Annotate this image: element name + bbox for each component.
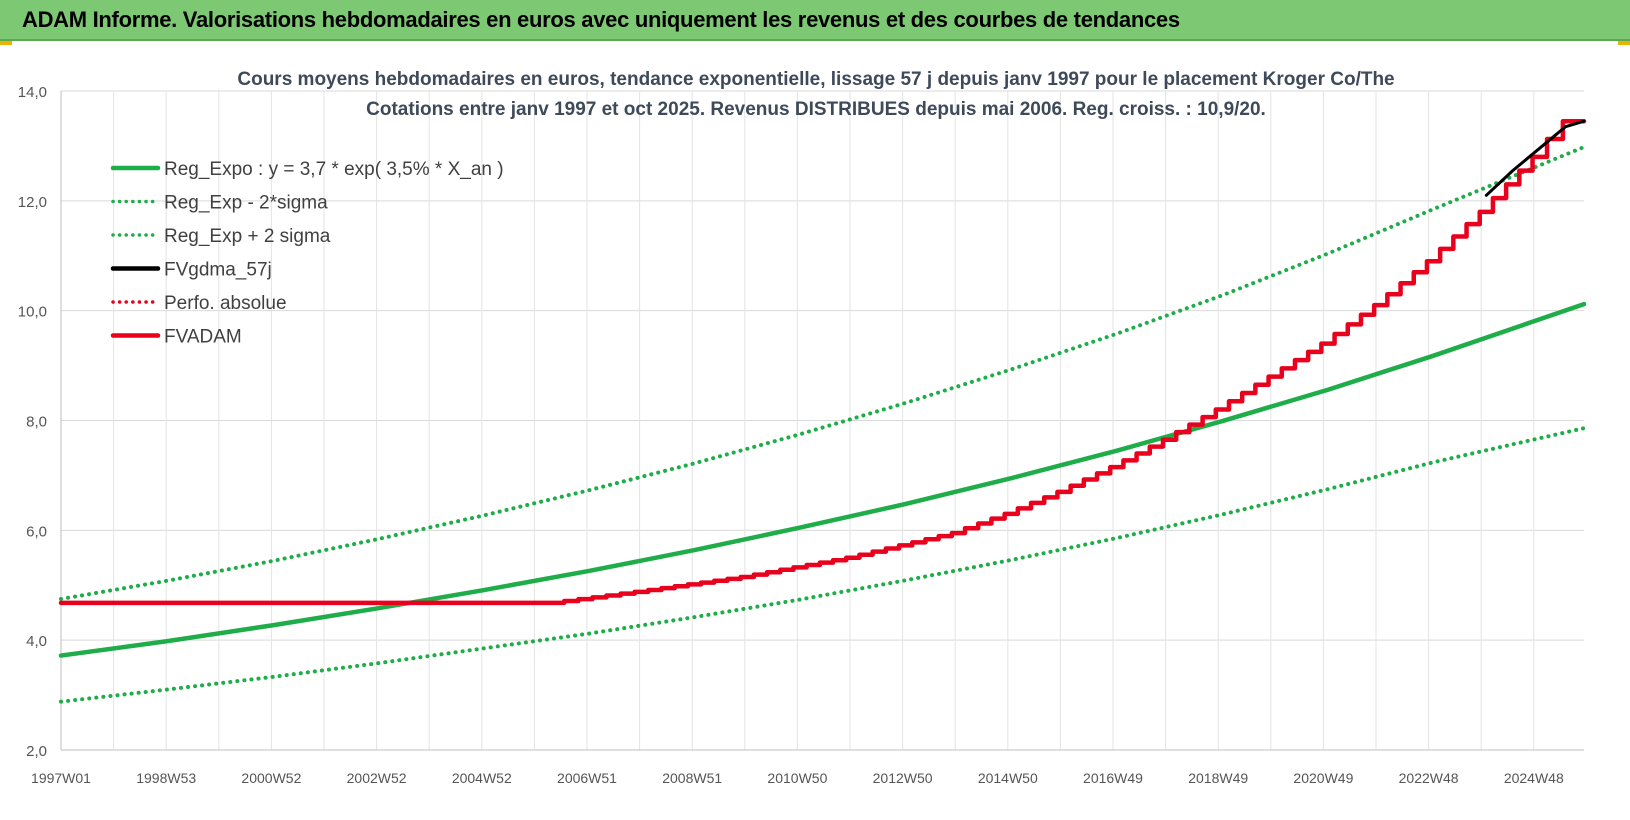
legend: Reg_Expo : y = 3,7 * exp( 3,5% * X_an ) R…	[110, 159, 504, 348]
x-tick-label: 2010W50	[767, 770, 827, 786]
legend-label: Reg_Expo : y = 3,7 * exp( 3,5% * X_an )	[164, 159, 504, 180]
x-tick-label: 1998W53	[136, 770, 196, 786]
x-tick-label: 2006W51	[557, 770, 617, 786]
chart-title: Cours moyens hebdomadaires en euros, ten…	[237, 69, 1394, 90]
y-tick-label: 12,0	[18, 194, 47, 211]
series-line	[58, 301, 1587, 658]
x-tick-label: 2016W49	[1083, 770, 1143, 786]
legend-label: FVgdma_57j	[164, 260, 272, 281]
grid-lines	[60, 90, 1584, 751]
x-tick-label: 2022W48	[1399, 770, 1459, 786]
x-tick-label: 2004W52	[452, 770, 512, 786]
x-tick-label: 2018W49	[1188, 770, 1248, 786]
corner-marker-left	[0, 41, 12, 45]
legend-label: FVADAM	[164, 327, 242, 348]
x-tick-label: 2014W50	[978, 770, 1038, 786]
y-axis-ticks: 2,0 4,0 6,0 8,0 10,0 12,0 14,0	[18, 84, 47, 760]
series-line	[58, 118, 1587, 606]
x-tick-label: 2020W49	[1293, 770, 1353, 786]
chart-area: 2,0 4,0 6,0 8,0 10,0 12,0 14,0 1997W01 1998W53 2…	[0, 41, 1630, 815]
header-bar: ADAM Informe. Valorisations hebdomadaire…	[0, 0, 1630, 41]
series-line	[59, 426, 1586, 704]
line-chart: 2,0 4,0 6,0 8,0 10,0 12,0 14,0 1997W01 1998W53 2…	[18, 69, 1587, 786]
y-tick-label: 6,0	[26, 523, 47, 540]
x-tick-label: 2012W50	[873, 770, 933, 786]
x-tick-label: 2024W48	[1504, 770, 1564, 786]
corner-marker-right	[1618, 41, 1630, 45]
x-tick-label: 2008W51	[662, 770, 722, 786]
x-tick-label: 2000W52	[241, 770, 301, 786]
legend-label: Reg_Exp + 2 sigma	[164, 226, 331, 247]
series-line	[1484, 119, 1586, 197]
series-lines	[58, 118, 1587, 704]
series-line	[59, 145, 1586, 601]
y-tick-label: 4,0	[26, 633, 47, 650]
y-tick-label: 14,0	[18, 84, 47, 101]
x-axis-ticks: 1997W01 1998W53 2000W52 2002W52 2004W52 2006W…	[31, 770, 1564, 786]
header-title: ADAM Informe. Valorisations hebdomadaire…	[22, 7, 1180, 32]
chart-subtitle: Cotations entre janv 1997 et oct 2025. R…	[366, 99, 1266, 120]
y-tick-label: 2,0	[26, 743, 47, 760]
legend-label: Perfo. absolue	[164, 293, 287, 314]
legend-label: Reg_Exp - 2*sigma	[164, 193, 328, 214]
y-tick-label: 8,0	[26, 414, 47, 431]
x-tick-label: 1997W01	[31, 770, 91, 786]
y-tick-label: 10,0	[18, 304, 47, 321]
x-tick-label: 2002W52	[347, 770, 407, 786]
